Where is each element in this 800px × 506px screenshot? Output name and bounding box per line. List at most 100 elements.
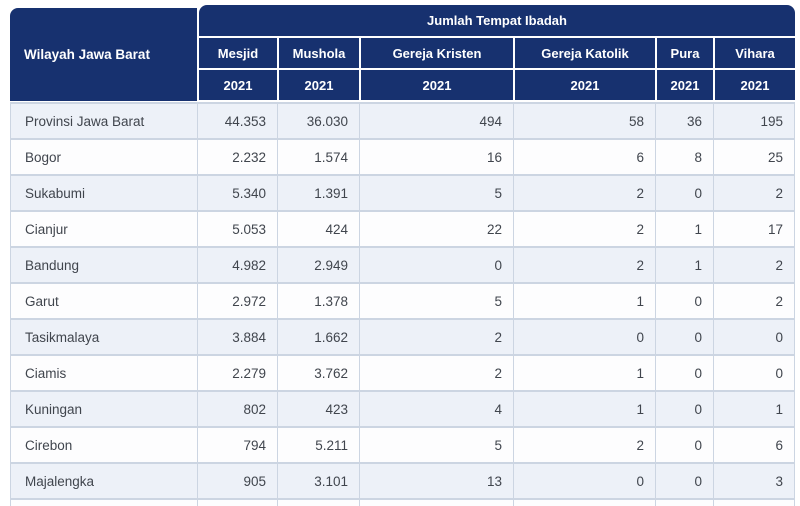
column-header-mesjid: Mesjid [199,38,277,68]
region-column-header-label: Wilayah Jawa Barat [24,47,150,62]
value-cell-gereja-kristen: 2 [359,320,513,354]
year-headers-row: 2021 2021 2021 2021 2021 2021 [199,70,795,100]
table-row-garut: Garut 2.972 1.378 5 1 0 2 [10,282,795,318]
value-cell-pura: 1 [655,212,713,246]
table-row-kuningan: Kuningan 802 423 4 1 0 1 [10,390,795,426]
value-cell-mushola: 2.949 [277,248,359,282]
year-header-gereja-kristen: 2021 [361,70,513,100]
value-cell-mushola: 424 [277,212,359,246]
value-cell-gereja-katolik: 0 [513,464,655,498]
value-cell-gereja-kristen: 494 [359,104,513,138]
value-cell-vihara: 195 [713,104,795,138]
column-header-gereja-katolik: Gereja Katolik [515,38,655,68]
value-cell-mesjid: 3.884 [197,320,277,354]
value-cell-gereja-kristen: 4 [359,392,513,426]
region-cell: Kuningan [10,392,197,426]
region-column-header: Wilayah Jawa Barat [10,8,197,101]
value-cell-vihara: 2 [713,176,795,210]
value-cell-pura: 0 [655,320,713,354]
value-cell-gereja-kristen: 5 [359,176,513,210]
value-cell-gereja-katolik: 58 [513,104,655,138]
table-row-ciamis: Ciamis 2.279 3.762 2 1 0 0 [10,354,795,390]
value-cell-vihara: 25 [713,140,795,174]
value-cell-gereja-kristen: 22 [359,212,513,246]
value-cell-gereja-katolik: 0 [513,320,655,354]
value-cell-gereja-kristen: 5 [359,284,513,318]
value-cell-mushola: 3.762 [277,356,359,390]
value-cell-mushola: 36.030 [277,104,359,138]
table-row-tasikmalaya: Tasikmalaya 3.884 1.662 2 0 0 0 [10,318,795,354]
value-cell-mushola: 423 [277,392,359,426]
column-header-mushola: Mushola [279,38,359,68]
column-headers-row: Mesjid Mushola Gereja Kristen Gereja Katoli… [199,38,795,68]
value-cell-mushola: 3.101 [277,464,359,498]
value-cell-empty [359,500,513,506]
year-header-mesjid: 2021 [199,70,277,100]
table-row-cianjur: Cianjur 5.053 424 22 2 1 17 [10,210,795,246]
value-cell-mesjid: 2.232 [197,140,277,174]
value-cell-mushola: 1.574 [277,140,359,174]
group-header: Jumlah Tempat Ibadah [199,5,795,36]
region-cell [10,500,197,506]
year-header-vihara: 2021 [715,70,795,100]
value-cell-gereja-kristen: 5 [359,428,513,462]
value-cell-mushola: 5.211 [277,428,359,462]
measures-header-area: Jumlah Tempat Ibadah Mesjid Mushola Gereja… [199,5,795,100]
region-cell: Cianjur [10,212,197,246]
value-cell-gereja-katolik: 2 [513,248,655,282]
value-cell-empty [513,500,655,506]
value-cell-pura: 0 [655,392,713,426]
value-cell-gereja-kristen: 16 [359,140,513,174]
value-cell-gereja-katolik: 2 [513,176,655,210]
region-cell: Garut [10,284,197,318]
value-cell-mushola: 1.378 [277,284,359,318]
column-header-gereja-kristen: Gereja Kristen [361,38,513,68]
region-cell: Bandung [10,248,197,282]
value-cell-vihara: 6 [713,428,795,462]
value-cell-pura: 0 [655,428,713,462]
value-cell-pura: 0 [655,284,713,318]
value-cell-mesjid: 794 [197,428,277,462]
value-cell-pura: 0 [655,464,713,498]
region-cell: Ciamis [10,356,197,390]
value-cell-empty [713,500,795,506]
value-cell-pura: 0 [655,356,713,390]
group-header-label: Jumlah Tempat Ibadah [427,13,567,28]
value-cell-empty [655,500,713,506]
region-cell: Sukabumi [10,176,197,210]
value-cell-mesjid: 4.982 [197,248,277,282]
value-cell-vihara: 2 [713,248,795,282]
value-cell-mushola: 1.662 [277,320,359,354]
value-cell-vihara: 0 [713,356,795,390]
table-row-cirebon: Cirebon 794 5.211 5 2 0 6 [10,426,795,462]
table-body: Provinsi Jawa Barat 44.353 36.030 494 58 36 19… [10,102,795,506]
value-cell-gereja-kristen: 2 [359,356,513,390]
value-cell-pura: 8 [655,140,713,174]
value-cell-mesjid: 5.053 [197,212,277,246]
column-header-vihara: Vihara [715,38,795,68]
value-cell-gereja-katolik: 1 [513,284,655,318]
year-header-gereja-katolik: 2021 [515,70,655,100]
table-row-majalengka: Majalengka 905 3.101 13 0 0 3 [10,462,795,498]
table-row-sukabumi: Sukabumi 5.340 1.391 5 2 0 2 [10,174,795,210]
year-header-pura: 2021 [657,70,713,100]
value-cell-gereja-katolik: 2 [513,212,655,246]
region-cell: Provinsi Jawa Barat [10,104,197,138]
value-cell-mesjid: 5.340 [197,176,277,210]
value-cell-gereja-katolik: 2 [513,428,655,462]
value-cell-vihara: 3 [713,464,795,498]
value-cell-mesjid: 44.353 [197,104,277,138]
year-header-mushola: 2021 [279,70,359,100]
value-cell-gereja-kristen: 13 [359,464,513,498]
value-cell-mesjid: 802 [197,392,277,426]
region-cell: Majalengka [10,464,197,498]
value-cell-vihara: 0 [713,320,795,354]
table-row-bandung: Bandung 4.982 2.949 0 2 1 2 [10,246,795,282]
value-cell-gereja-katolik: 1 [513,356,655,390]
value-cell-gereja-kristen: 0 [359,248,513,282]
value-cell-mushola: 1.391 [277,176,359,210]
table-row-bogor: Bogor 2.232 1.574 16 6 8 25 [10,138,795,174]
value-cell-vihara: 17 [713,212,795,246]
value-cell-gereja-katolik: 1 [513,392,655,426]
region-cell: Bogor [10,140,197,174]
